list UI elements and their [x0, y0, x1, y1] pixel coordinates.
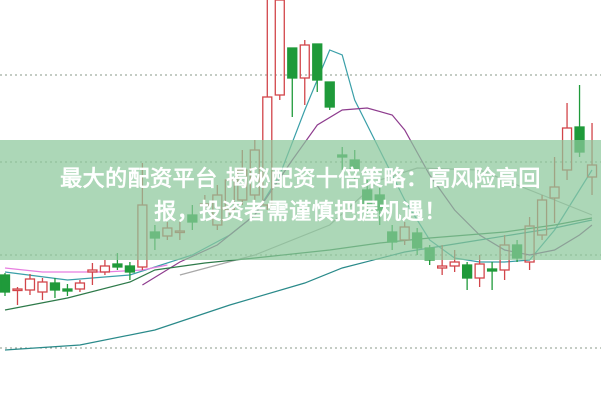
- candle-body: [486, 268, 498, 272]
- candle-body: [461, 264, 473, 279]
- candle-body: [87, 269, 98, 273]
- candle-down: [124, 262, 136, 280]
- headline: 最大的配资平台 揭秘配资十倍策略：高风险高回 报，投资者需谨慎把握机遇！: [0, 163, 601, 229]
- candle-body: [274, 0, 285, 96]
- candle-body: [474, 263, 485, 279]
- candle-body: [37, 281, 48, 293]
- candle-down: [287, 47, 298, 117]
- candle-down: [486, 262, 498, 290]
- candle-body: [24, 278, 36, 291]
- candle-body: [287, 47, 298, 79]
- candle-up: [274, 0, 285, 100]
- candle-body: [74, 282, 86, 290]
- candle-down: [0, 273, 11, 296]
- candle-down: [62, 284, 73, 296]
- candle-body: [449, 261, 460, 267]
- candle-down: [461, 262, 473, 290]
- candle-up: [87, 263, 98, 285]
- candle-up: [299, 40, 310, 105]
- candle-body: [324, 81, 335, 108]
- candle-body: [436, 265, 448, 269]
- candle-body: [12, 288, 23, 292]
- candle-body: [0, 274, 11, 293]
- candle-down: [49, 278, 61, 298]
- headline-line-1: 最大的配资平台 揭秘配资十倍策略：高风险高回: [60, 167, 541, 192]
- candle-body: [112, 263, 123, 268]
- candle-up: [74, 280, 86, 292]
- candle-body: [124, 265, 136, 273]
- candle-body: [49, 282, 61, 291]
- candle-up: [24, 274, 36, 295]
- headline-line-2: 报，投资者需谨慎把握机遇！: [154, 200, 447, 225]
- candle-body: [99, 265, 111, 273]
- candle-down: [312, 43, 323, 92]
- candle-body: [62, 288, 73, 292]
- headline-banner: [0, 140, 601, 260]
- candle-body: [299, 44, 310, 79]
- candle-up: [99, 260, 111, 275]
- candle-up: [12, 287, 23, 305]
- candle-up: [37, 278, 48, 300]
- candle-down: [324, 81, 335, 110]
- candle-body: [312, 43, 323, 81]
